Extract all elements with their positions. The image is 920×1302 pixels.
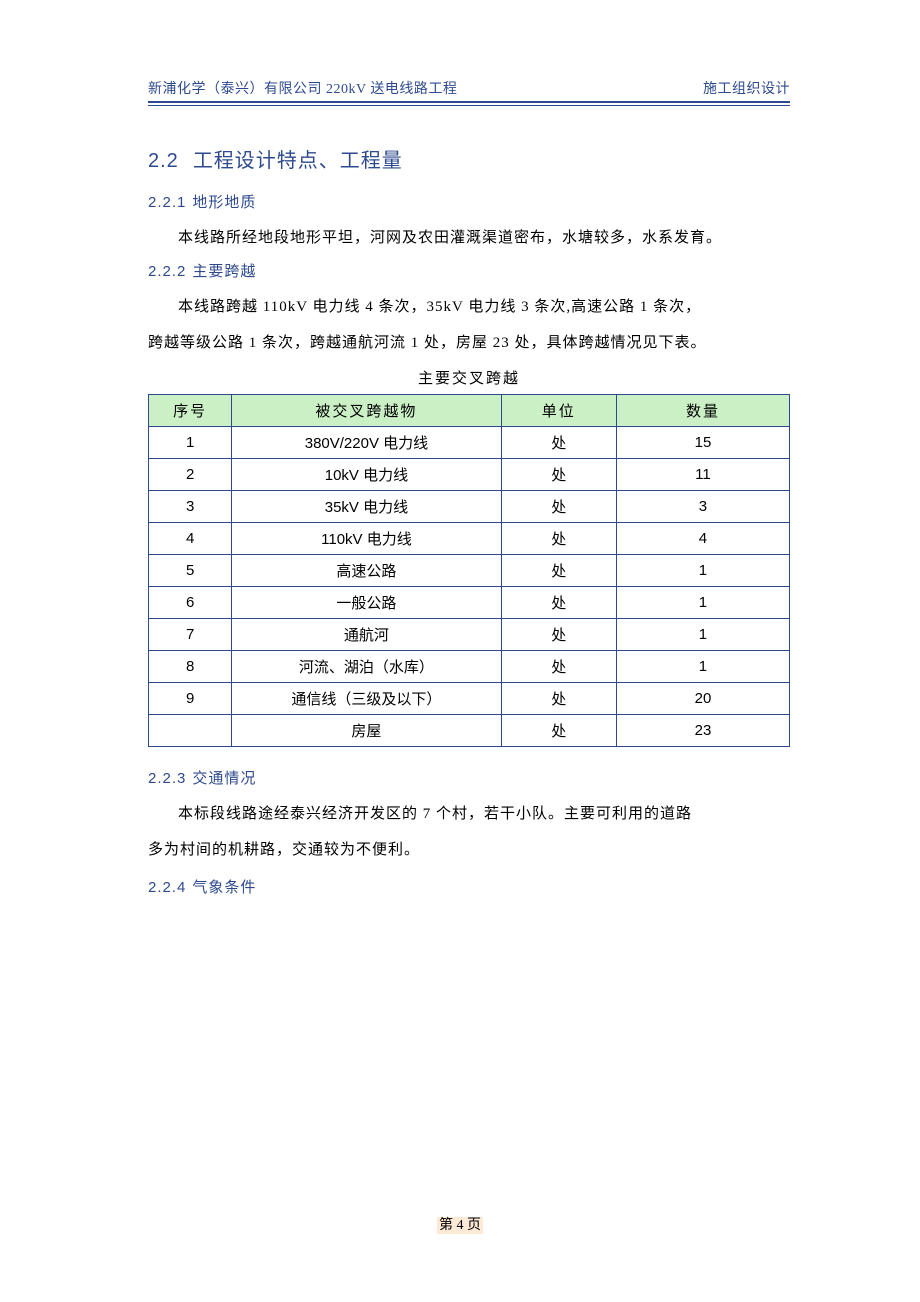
header-right: 施工组织设计 [703,78,790,98]
subsection-title-text: 主要跨越 [192,264,256,280]
table-cell-unit: 处 [501,555,616,587]
table-cell-unit: 处 [501,587,616,619]
table-cell-seq: 5 [149,555,232,587]
table-cell-seq: 9 [149,683,232,715]
header-divider [148,101,790,106]
section-title-text: 工程设计特点、工程量 [193,150,403,172]
table-row: 4110kV 电力线处4 [149,523,790,555]
table-row: 5高速公路处1 [149,555,790,587]
table-cell-qty: 1 [616,555,789,587]
table-cell-unit: 处 [501,683,616,715]
subsection-2-2-4: 2.2.4 气象条件 [148,876,790,897]
table-row: 7通航河处1 [149,619,790,651]
subsection-2-2-1: 2.2.1 地形地质 [148,191,790,212]
table-cell-item: 通航河 [232,619,501,651]
page-header: 新浦化学（泰兴）有限公司 220kV 送电线路工程 施工组织设计 [148,78,790,98]
table-cell-qty: 3 [616,491,789,523]
body-paragraph: 本线路跨越 110kV 电力线 4 条次，35kV 电力线 3 条次,高速公路 … [148,291,790,323]
table-cell-unit: 处 [501,651,616,683]
subsection-number: 2.2.3 [148,770,186,787]
table-cell-unit: 处 [501,427,616,459]
table-cell-qty: 1 [616,651,789,683]
table-cell-qty: 20 [616,683,789,715]
table-cell-unit: 处 [501,715,616,747]
body-paragraph: 本线路所经地段地形平坦，河网及农田灌溉渠道密布，水塘较多，水系发育。 [148,222,790,254]
table-row: 1380V/220V 电力线处15 [149,427,790,459]
table-header-item: 被交叉跨越物 [232,395,501,427]
table-cell-qty: 4 [616,523,789,555]
body-paragraph: 多为村间的机耕路，交通较为不便利。 [148,834,790,866]
table-cell-seq [149,715,232,747]
table-row: 9通信线（三级及以下）处20 [149,683,790,715]
table-cell-qty: 1 [616,619,789,651]
table-cell-seq: 3 [149,491,232,523]
table-cell-item: 河流、湖泊（水库） [232,651,501,683]
table-header-unit: 单位 [501,395,616,427]
page-footer: 第 4 页 [0,1214,920,1234]
table-row: 8河流、湖泊（水库）处1 [149,651,790,683]
table-row: 210kV 电力线处11 [149,459,790,491]
subsection-2-2-2: 2.2.2 主要跨越 [148,260,790,281]
table-row: 房屋处23 [149,715,790,747]
table-cell-item: 房屋 [232,715,501,747]
table-header-row: 序号 被交叉跨越物 单位 数量 [149,395,790,427]
subsection-number: 2.2.2 [148,263,186,280]
table-cell-item: 通信线（三级及以下） [232,683,501,715]
table-cell-seq: 7 [149,619,232,651]
section-title: 2.2 工程设计特点、工程量 [148,144,790,173]
subsection-title-text: 交通情况 [192,771,256,787]
crossing-table: 序号 被交叉跨越物 单位 数量 1380V/220V 电力线处15210kV 电… [148,394,790,747]
table-caption: 主要交叉跨越 [148,367,790,388]
table-cell-item: 380V/220V 电力线 [232,427,501,459]
table-cell-qty: 15 [616,427,789,459]
header-left: 新浦化学（泰兴）有限公司 220kV 送电线路工程 [148,78,457,98]
table-cell-unit: 处 [501,459,616,491]
table-row: 335kV 电力线处3 [149,491,790,523]
table-cell-unit: 处 [501,523,616,555]
body-paragraph: 跨越等级公路 1 条次，跨越通航河流 1 处，房屋 23 处，具体跨越情况见下表… [148,327,790,359]
table-cell-item: 110kV 电力线 [232,523,501,555]
table-cell-item: 10kV 电力线 [232,459,501,491]
table-cell-qty: 23 [616,715,789,747]
body-paragraph: 本标段线路途经泰兴经济开发区的 7 个村，若干小队。主要可利用的道路 [148,798,790,830]
section-number: 2.2 [148,150,179,172]
table-cell-seq: 4 [149,523,232,555]
table-cell-unit: 处 [501,619,616,651]
table-cell-qty: 11 [616,459,789,491]
page-container: 新浦化学（泰兴）有限公司 220kV 送电线路工程 施工组织设计 2.2 工程设计… [0,0,920,897]
subsection-number: 2.2.1 [148,194,186,211]
table-cell-qty: 1 [616,587,789,619]
subsection-title-text: 气象条件 [192,880,256,896]
subsection-2-2-3: 2.2.3 交通情况 [148,767,790,788]
subsection-number: 2.2.4 [148,879,186,896]
table-cell-seq: 2 [149,459,232,491]
table-cell-seq: 1 [149,427,232,459]
table-cell-item: 35kV 电力线 [232,491,501,523]
table-header-qty: 数量 [616,395,789,427]
table-row: 6一般公路处1 [149,587,790,619]
table-cell-item: 一般公路 [232,587,501,619]
subsection-title-text: 地形地质 [192,195,256,211]
table-cell-unit: 处 [501,491,616,523]
table-cell-item: 高速公路 [232,555,501,587]
table-header-seq: 序号 [149,395,232,427]
table-cell-seq: 6 [149,587,232,619]
page-number: 第 4 页 [437,1217,483,1234]
table-cell-seq: 8 [149,651,232,683]
